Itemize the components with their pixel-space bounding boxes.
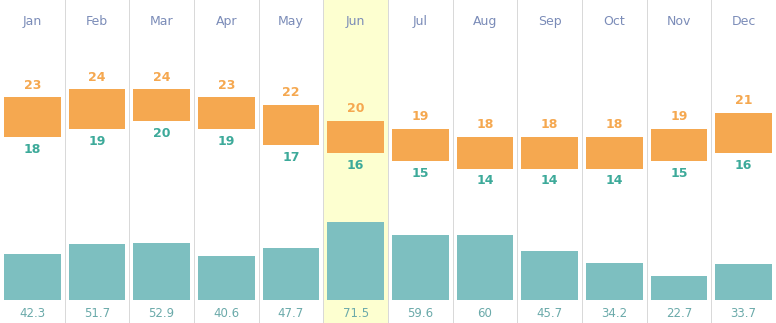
- Bar: [68, 89, 126, 129]
- Text: 19: 19: [88, 135, 106, 148]
- Bar: [327, 223, 384, 300]
- Text: 20: 20: [153, 127, 171, 140]
- Bar: [68, 244, 126, 300]
- Text: 18: 18: [23, 143, 41, 156]
- Text: 59.6: 59.6: [407, 307, 433, 320]
- Bar: [133, 89, 190, 121]
- Bar: [456, 235, 514, 300]
- Bar: [392, 129, 449, 161]
- Text: May: May: [278, 15, 304, 27]
- Bar: [650, 129, 708, 161]
- Text: 15: 15: [411, 167, 429, 180]
- Bar: [198, 256, 255, 300]
- Text: Oct: Oct: [604, 15, 625, 27]
- Text: 19: 19: [670, 110, 688, 123]
- Bar: [392, 235, 449, 300]
- Bar: [521, 251, 578, 300]
- Bar: [327, 121, 384, 153]
- Bar: [586, 263, 643, 300]
- Text: Nov: Nov: [667, 15, 691, 27]
- Bar: [456, 137, 514, 169]
- Text: 22.7: 22.7: [666, 307, 692, 320]
- Text: 22: 22: [282, 87, 300, 99]
- Text: Sep: Sep: [538, 15, 562, 27]
- Text: 47.7: 47.7: [278, 307, 304, 320]
- Bar: [198, 98, 255, 129]
- Text: 17: 17: [282, 151, 300, 164]
- Text: 71.5: 71.5: [343, 307, 369, 320]
- Text: 24: 24: [153, 71, 171, 84]
- Text: 40.6: 40.6: [213, 307, 239, 320]
- Text: 52.9: 52.9: [149, 307, 175, 320]
- Text: 21: 21: [735, 94, 753, 107]
- Text: 60: 60: [477, 307, 493, 320]
- Bar: [715, 264, 772, 300]
- Bar: [4, 254, 61, 300]
- Text: Apr: Apr: [216, 15, 237, 27]
- Bar: [262, 105, 320, 145]
- Bar: [650, 276, 708, 300]
- Text: 24: 24: [88, 71, 106, 84]
- Text: 33.7: 33.7: [731, 307, 757, 320]
- Text: 15: 15: [670, 167, 688, 180]
- Text: Jun: Jun: [346, 15, 365, 27]
- Text: 20: 20: [347, 102, 365, 115]
- Text: 42.3: 42.3: [19, 307, 45, 320]
- Bar: [586, 137, 643, 169]
- Text: 51.7: 51.7: [84, 307, 110, 320]
- Text: Dec: Dec: [732, 15, 756, 27]
- Text: 14: 14: [605, 174, 623, 187]
- Text: 19: 19: [217, 135, 235, 148]
- Text: 14: 14: [541, 174, 559, 187]
- Text: 34.2: 34.2: [601, 307, 627, 320]
- Text: 45.7: 45.7: [537, 307, 563, 320]
- Bar: [324, 0, 388, 323]
- Text: 19: 19: [411, 110, 429, 123]
- Text: 18: 18: [541, 118, 559, 131]
- Text: 18: 18: [476, 118, 494, 131]
- Bar: [262, 248, 320, 300]
- Text: 14: 14: [476, 174, 494, 187]
- Text: 16: 16: [735, 159, 753, 172]
- Bar: [133, 243, 190, 300]
- Bar: [521, 137, 578, 169]
- Text: 23: 23: [23, 78, 41, 91]
- Text: Aug: Aug: [473, 15, 497, 27]
- Bar: [715, 113, 772, 153]
- Text: Mar: Mar: [150, 15, 174, 27]
- Text: 16: 16: [347, 159, 365, 172]
- Bar: [4, 98, 61, 137]
- Text: 18: 18: [605, 118, 623, 131]
- Text: Feb: Feb: [86, 15, 108, 27]
- Text: Jul: Jul: [413, 15, 428, 27]
- Text: Jan: Jan: [23, 15, 42, 27]
- Text: 23: 23: [217, 78, 235, 91]
